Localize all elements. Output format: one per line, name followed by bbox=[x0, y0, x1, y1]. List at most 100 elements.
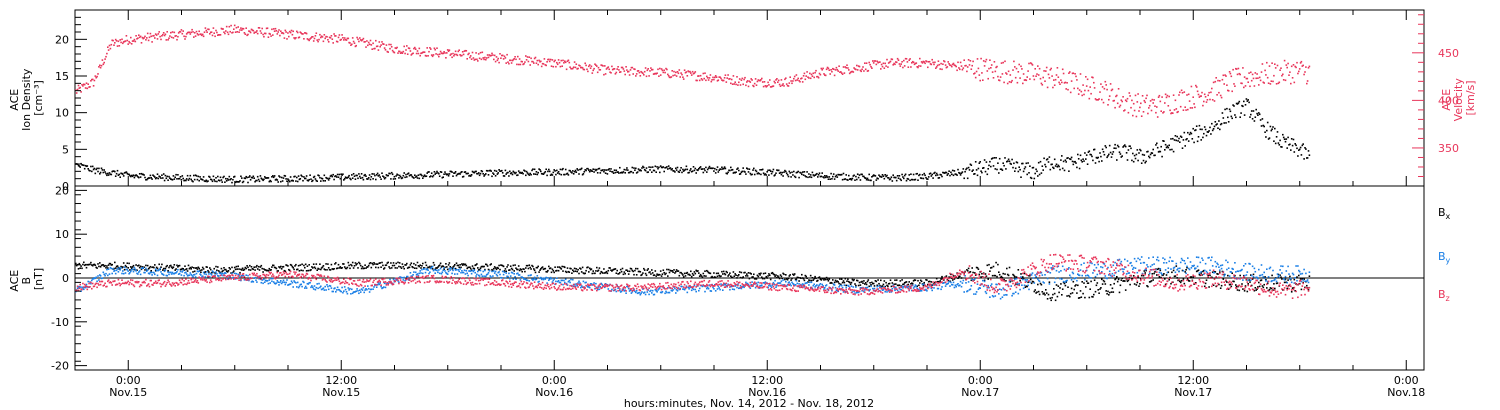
data-point bbox=[297, 286, 300, 289]
data-point bbox=[213, 32, 215, 34]
data-point bbox=[859, 284, 862, 286]
data-point bbox=[516, 272, 518, 275]
data-point bbox=[856, 178, 858, 181]
data-point bbox=[1282, 79, 1285, 81]
data-point bbox=[846, 280, 848, 282]
data-point bbox=[122, 173, 124, 175]
data-point bbox=[1289, 275, 1291, 278]
data-point bbox=[1045, 70, 1047, 72]
data-point bbox=[1218, 120, 1220, 122]
data-point bbox=[304, 266, 306, 269]
data-point bbox=[609, 170, 611, 172]
data-point bbox=[664, 292, 666, 295]
data-point bbox=[1294, 65, 1296, 68]
data-point bbox=[414, 174, 416, 176]
data-point bbox=[101, 59, 104, 61]
data-point bbox=[621, 66, 624, 69]
data-point bbox=[385, 264, 388, 266]
data-point bbox=[327, 41, 330, 43]
data-point bbox=[788, 82, 791, 84]
data-point bbox=[553, 60, 555, 63]
data-point bbox=[356, 36, 358, 39]
data-point bbox=[1285, 138, 1288, 140]
data-point bbox=[186, 31, 189, 34]
data-point bbox=[951, 279, 954, 281]
data-point bbox=[631, 291, 634, 293]
data-point bbox=[686, 271, 689, 274]
data-point bbox=[635, 274, 638, 276]
data-point bbox=[819, 73, 822, 76]
data-point bbox=[1117, 278, 1120, 281]
data-point bbox=[431, 265, 434, 268]
data-point bbox=[525, 264, 528, 267]
data-point bbox=[1138, 110, 1140, 112]
data-point bbox=[1000, 168, 1003, 170]
data-point bbox=[1188, 100, 1191, 102]
data-point bbox=[1098, 292, 1100, 294]
data-point bbox=[894, 279, 896, 281]
data-point bbox=[296, 286, 298, 288]
data-point bbox=[372, 288, 374, 290]
data-point bbox=[937, 280, 940, 283]
data-point bbox=[668, 76, 671, 79]
data-point bbox=[1170, 112, 1172, 115]
data-point bbox=[620, 66, 623, 69]
data-point bbox=[981, 272, 983, 275]
data-point bbox=[1041, 165, 1044, 167]
data-point bbox=[128, 272, 130, 275]
data-point bbox=[529, 172, 531, 175]
data-point bbox=[490, 170, 492, 172]
data-point bbox=[853, 67, 855, 69]
data-point bbox=[1207, 274, 1209, 277]
data-point bbox=[100, 167, 103, 170]
data-point bbox=[159, 176, 161, 178]
data-point bbox=[610, 269, 612, 271]
data-point bbox=[501, 270, 504, 273]
data-point bbox=[889, 178, 892, 180]
data-point bbox=[713, 170, 715, 172]
data-point bbox=[210, 31, 213, 33]
data-point bbox=[855, 68, 857, 71]
density-label-line-1: ACE bbox=[8, 89, 21, 111]
data-point bbox=[218, 34, 221, 36]
data-point bbox=[1050, 67, 1052, 70]
data-point bbox=[237, 26, 239, 28]
data-point bbox=[193, 32, 196, 34]
data-point bbox=[1099, 152, 1101, 154]
data-point bbox=[433, 268, 436, 271]
data-point bbox=[443, 51, 445, 53]
data-point bbox=[387, 51, 389, 53]
data-point bbox=[75, 92, 78, 94]
data-point bbox=[567, 59, 570, 62]
data-point bbox=[297, 175, 300, 177]
data-point bbox=[473, 171, 476, 174]
data-point bbox=[436, 170, 438, 173]
data-point bbox=[448, 173, 451, 175]
data-point bbox=[91, 264, 93, 266]
data-point bbox=[116, 268, 119, 270]
data-point bbox=[1271, 128, 1273, 130]
data-point bbox=[575, 171, 578, 173]
data-point bbox=[104, 274, 106, 277]
data-point bbox=[397, 52, 399, 54]
data-point bbox=[874, 280, 877, 282]
data-point bbox=[1070, 80, 1073, 82]
data-point bbox=[435, 267, 437, 269]
data-point bbox=[200, 33, 202, 35]
data-point bbox=[678, 274, 681, 277]
data-point bbox=[1010, 81, 1012, 84]
data-point bbox=[470, 272, 473, 275]
data-point bbox=[418, 177, 421, 180]
data-point bbox=[154, 176, 156, 178]
data-point bbox=[401, 276, 404, 279]
data-point bbox=[494, 270, 497, 273]
data-point bbox=[722, 273, 724, 275]
data-point bbox=[971, 267, 973, 269]
data-point bbox=[210, 274, 213, 276]
data-point bbox=[413, 47, 415, 50]
data-point bbox=[998, 172, 1000, 174]
data-point bbox=[717, 171, 720, 173]
data-point bbox=[264, 176, 266, 178]
data-point bbox=[375, 178, 377, 181]
data-point bbox=[747, 85, 750, 88]
